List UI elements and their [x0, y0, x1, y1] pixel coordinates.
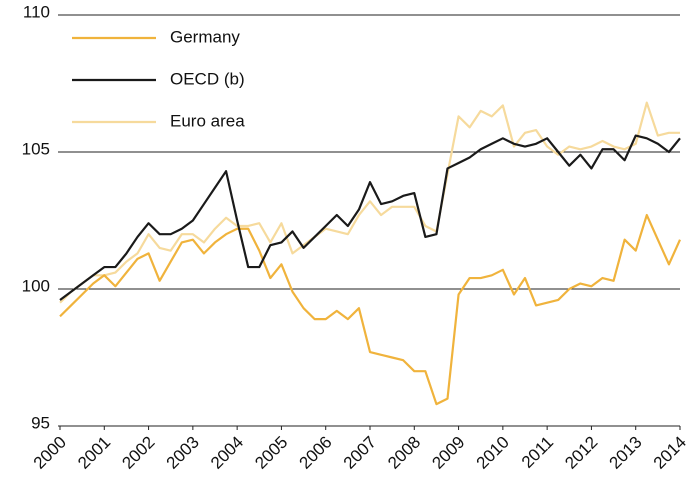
x-tick-label: 2009 [428, 433, 468, 473]
y-tick-label: 100 [22, 276, 50, 295]
x-tick-label: 2002 [118, 433, 158, 473]
x-tick-label: 2011 [518, 433, 557, 472]
y-tick-label: 95 [31, 413, 50, 432]
x-tick-label: 2003 [163, 433, 203, 473]
y-tick-label: 110 [23, 2, 50, 21]
x-tick-label: 2008 [384, 433, 424, 473]
y-tick-label: 105 [22, 139, 50, 158]
x-tick-label: 2001 [74, 433, 114, 473]
series-line [59, 101, 680, 304]
legend-label: Germany [170, 27, 240, 46]
x-tick-label: 2007 [340, 433, 380, 473]
x-tick-label: 2013 [606, 433, 646, 473]
x-tick-label: 2005 [251, 433, 291, 473]
legend-label: Euro area [170, 111, 245, 130]
x-tick-label: 2004 [207, 433, 247, 473]
legend-label: OECD (b) [170, 69, 245, 88]
series-line [59, 134, 681, 301]
x-tick-label: 2000 [30, 433, 70, 473]
x-tick-label: 2014 [650, 433, 690, 473]
x-tick-label: 2006 [296, 433, 336, 473]
x-tick-label: 2012 [561, 433, 601, 473]
series-line [59, 213, 682, 406]
x-tick-label: 2010 [473, 433, 513, 473]
